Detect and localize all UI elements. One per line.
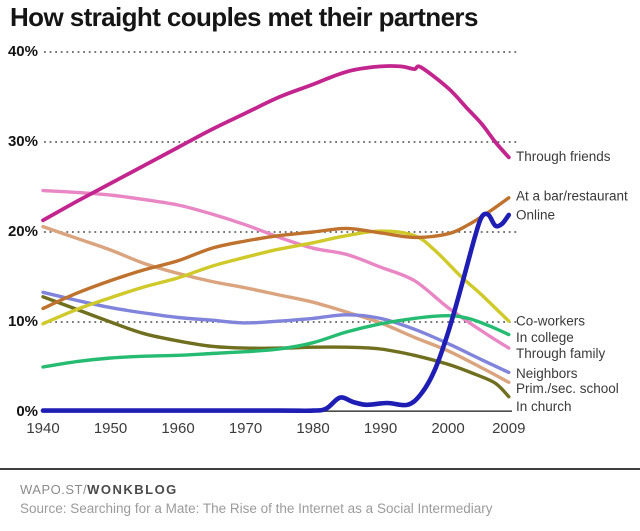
x-tick-label: 1940 xyxy=(26,420,59,437)
line-chart: 0% 10% 20% 30% 40% 1940 1950 1960 1970 1980 1990 20… xyxy=(8,43,628,437)
footer-source: Source: Searching for a Mate: The Rise o… xyxy=(20,501,493,516)
y-tick-label: 30% xyxy=(8,133,38,150)
series-line-in-college xyxy=(41,314,511,369)
x-tick-label: 1950 xyxy=(94,420,127,437)
y-tick-label: 10% xyxy=(8,313,38,330)
footer-brand: WAPO.ST/WONKBLOG xyxy=(20,482,640,497)
series-label-online: Online xyxy=(516,207,555,222)
x-tick-label: 1960 xyxy=(161,420,194,437)
series-label-at-bar-restaurant: At a bar/restaurant xyxy=(516,188,628,203)
footer: WAPO.ST/WONKBLOG Source: Searching for a… xyxy=(0,468,640,531)
x-tick-label: 2009 xyxy=(492,420,525,437)
series-line-through-family xyxy=(41,188,511,350)
y-tick-label: 40% xyxy=(8,43,38,60)
series-label-in-college: In college xyxy=(516,330,574,345)
brand-name: WONKBLOG xyxy=(87,482,178,497)
series-label-neighbors: Neighbors xyxy=(516,366,578,381)
series-label-through-friends: Through friends xyxy=(516,149,611,164)
brand-prefix: WAPO.ST/ xyxy=(20,482,88,497)
x-tick-label: 1970 xyxy=(229,420,262,437)
y-tick-label: 0% xyxy=(16,403,38,420)
chart-title: How straight couples met their partners xyxy=(10,2,478,32)
x-tick-label: 1980 xyxy=(296,420,329,437)
series-line-prim-sec-school xyxy=(41,224,511,384)
series-line-at-bar-restaurant xyxy=(41,196,511,311)
x-tick-label: 2000 xyxy=(431,420,464,437)
x-tick-label: 1990 xyxy=(364,420,397,437)
series-line-through-friends xyxy=(41,64,511,223)
series-line-neighbors xyxy=(41,290,511,375)
series-label-in-church: In church xyxy=(516,399,572,414)
series-label-co-workers: Co-workers xyxy=(516,314,585,329)
y-tick-label: 20% xyxy=(8,223,38,240)
series-label-through-family: Through family xyxy=(516,346,606,361)
series-label-prim-sec-school: Prim./sec. school xyxy=(516,381,619,396)
series-line-online xyxy=(40,211,512,414)
series-line-co-workers xyxy=(41,229,511,326)
